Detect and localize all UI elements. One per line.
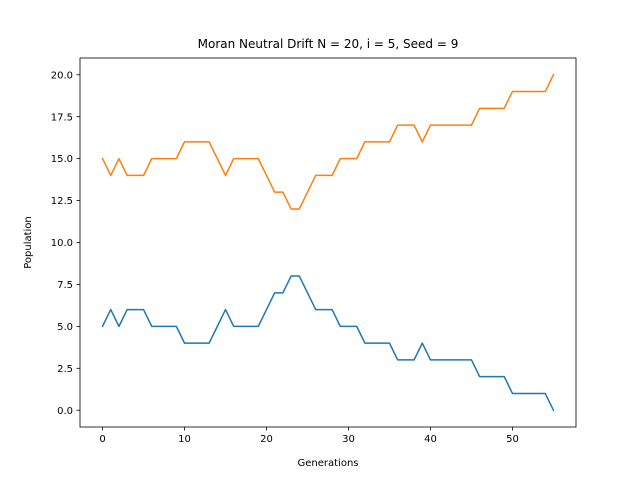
x-tick-label: 0 bbox=[99, 434, 105, 445]
y-tick-label: 10.0 bbox=[51, 238, 73, 249]
y-axis-label: Population bbox=[23, 216, 34, 269]
x-tick-label: 30 bbox=[342, 434, 355, 445]
series-line-2 bbox=[101, 73, 555, 210]
x-tick-label: 50 bbox=[506, 434, 519, 445]
chart-title: Moran Neutral Drift N = 20, i = 5, Seed … bbox=[198, 37, 459, 51]
y-axis: 0.0 2.5 5.0 7.5 10.0 12.5 15.0 17.5 20.0 bbox=[51, 70, 80, 417]
y-tick-label: 7.5 bbox=[57, 280, 73, 291]
x-tick-label: 10 bbox=[178, 434, 191, 445]
y-tick-label: 2.5 bbox=[57, 364, 73, 375]
y-tick-label: 20.0 bbox=[51, 70, 73, 81]
plot-area bbox=[80, 58, 576, 427]
series-line-1 bbox=[101, 275, 555, 412]
x-tick-label: 20 bbox=[260, 434, 273, 445]
x-tick-label: 40 bbox=[424, 434, 437, 445]
y-tick-label: 12.5 bbox=[51, 196, 73, 207]
y-tick-label: 15.0 bbox=[51, 154, 73, 165]
series-layer bbox=[101, 73, 555, 412]
y-tick-label: 5.0 bbox=[57, 322, 73, 333]
x-axis: 0 10 20 30 40 50 bbox=[99, 427, 519, 445]
y-tick-label: 0.0 bbox=[57, 406, 73, 417]
x-axis-label: Generations bbox=[298, 458, 359, 469]
y-tick-label: 17.5 bbox=[51, 112, 73, 123]
